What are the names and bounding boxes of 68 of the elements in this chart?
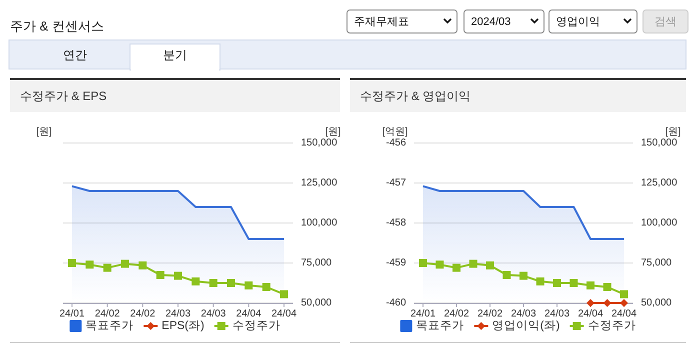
y2-tick-label: 100,000 <box>641 218 678 229</box>
legend-label: EPS(좌) <box>162 320 205 332</box>
point <box>156 271 164 279</box>
y2-tick-label: 75,000 <box>641 258 672 269</box>
point <box>192 277 200 286</box>
y-tick-label: -459 <box>386 258 406 269</box>
legend-label: 수정주가 <box>588 320 636 332</box>
point <box>469 260 478 268</box>
x-tick-label: 24/04 <box>611 308 637 320</box>
y2-tick-label: 150,000 <box>641 138 678 149</box>
point <box>553 279 561 287</box>
x-tick-label: 24/03 <box>165 308 191 320</box>
x-tick-label: 24/02 <box>444 308 470 320</box>
y-tick-label: -457 <box>386 178 406 189</box>
point <box>138 261 147 270</box>
point <box>570 279 578 287</box>
point <box>121 260 129 268</box>
x-tick-label: 24/01 <box>410 308 436 320</box>
y-tick-label: -460 <box>386 298 406 309</box>
legend-label: 수정주가 <box>232 320 280 332</box>
point <box>68 259 76 267</box>
y-axis-title: [억원] <box>382 126 408 138</box>
point <box>586 281 594 290</box>
point <box>86 260 94 269</box>
x-tick-label: 24/03 <box>200 308 226 320</box>
x-tick-label: 24/02 <box>94 308 120 320</box>
chart-title: 수정주가 & EPS <box>20 89 107 104</box>
y2-tick-label: 50,000 <box>641 298 672 309</box>
point <box>603 283 612 291</box>
y-axis-title: [원] <box>36 126 52 138</box>
x-tick-label: 24/04 <box>578 308 604 320</box>
point <box>520 272 528 280</box>
x-tick-label: 24/03 <box>544 308 570 320</box>
point <box>419 259 427 267</box>
y-tick-label: -456 <box>386 138 406 149</box>
y-tick-label: -458 <box>386 218 406 229</box>
y2-axis-title: [원] <box>665 126 681 138</box>
y2-tick-label: 100,000 <box>301 218 338 229</box>
x-tick-label: 24/04 <box>236 308 262 320</box>
chart-title: 수정주가 & 영업이익 <box>360 89 471 104</box>
point <box>209 279 218 287</box>
x-tick-label: 24/02 <box>130 308 156 320</box>
point <box>174 272 182 280</box>
point <box>244 281 253 290</box>
y2-tick-label: 150,000 <box>301 138 338 149</box>
point <box>280 290 288 298</box>
point <box>103 264 112 272</box>
point <box>262 283 270 291</box>
y2-tick-label: 125,000 <box>641 178 678 189</box>
point <box>486 261 494 270</box>
point <box>536 277 544 286</box>
page-controls: 주가 & 컨센서스 주재무제표 2024/03 영업이익 검색 연간 분기 <box>8 10 688 71</box>
y2-tick-label: 50,000 <box>301 298 332 309</box>
point <box>436 260 444 269</box>
y2-tick-label: 75,000 <box>301 258 332 269</box>
x-tick-label: 24/03 <box>510 308 536 320</box>
legend-label: 영업이익(좌) <box>492 320 560 332</box>
point <box>502 271 511 279</box>
point <box>452 264 460 272</box>
point <box>227 279 235 287</box>
y2-axis-title: [원] <box>325 126 341 138</box>
point <box>620 290 628 298</box>
x-tick-label: 24/04 <box>271 308 297 320</box>
legend-label: 목표주가 <box>86 320 134 332</box>
x-tick-label: 24/01 <box>59 308 85 320</box>
y2-tick-label: 125,000 <box>301 178 338 189</box>
x-tick-label: 24/02 <box>477 308 503 320</box>
legend-label: 목표주가 <box>416 320 464 332</box>
